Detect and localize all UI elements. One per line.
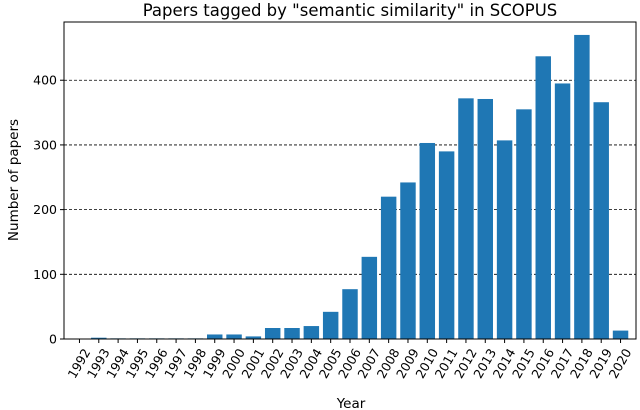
bar-2000 xyxy=(226,334,242,339)
bar-2001 xyxy=(245,336,262,339)
y-axis-ticks: 0 100 200 300 400 xyxy=(33,73,64,347)
x-axis-label: Year xyxy=(336,396,366,410)
bars xyxy=(91,34,629,340)
bar-2012 xyxy=(458,98,474,339)
bar-2006 xyxy=(342,289,358,339)
bar-2010 xyxy=(419,142,436,339)
bar-2005 xyxy=(322,311,339,339)
bar-2020 xyxy=(612,330,629,339)
bar-1999 xyxy=(207,334,223,339)
y-axis-label: Number of papers xyxy=(6,119,22,241)
bar-2017 xyxy=(554,83,571,339)
y-tick-label: 200 xyxy=(33,202,57,217)
bar-2018 xyxy=(574,34,590,339)
bar-2003 xyxy=(284,328,300,339)
y-tick-label: 0 xyxy=(49,332,57,347)
bar-2002 xyxy=(264,328,281,339)
chart-title: Papers tagged by "semantic similarity" i… xyxy=(143,1,558,20)
bar-2011 xyxy=(438,151,455,339)
bar-2013 xyxy=(477,98,493,339)
bar-2016 xyxy=(535,56,551,340)
bar-2007 xyxy=(361,256,378,339)
y-tick-label: 400 xyxy=(33,73,57,88)
bar-2004 xyxy=(303,326,320,339)
y-tick-label: 100 xyxy=(33,267,57,282)
x-axis-ticks: 1992199319941995199619971998199920002001… xyxy=(64,339,634,381)
bar-2019 xyxy=(593,102,609,340)
bar-2015 xyxy=(516,109,532,339)
bar-1993 xyxy=(91,337,107,339)
bar-2008 xyxy=(380,196,397,339)
bar-2014 xyxy=(496,140,513,339)
bar-2009 xyxy=(400,182,416,339)
y-tick-label: 300 xyxy=(33,137,57,152)
